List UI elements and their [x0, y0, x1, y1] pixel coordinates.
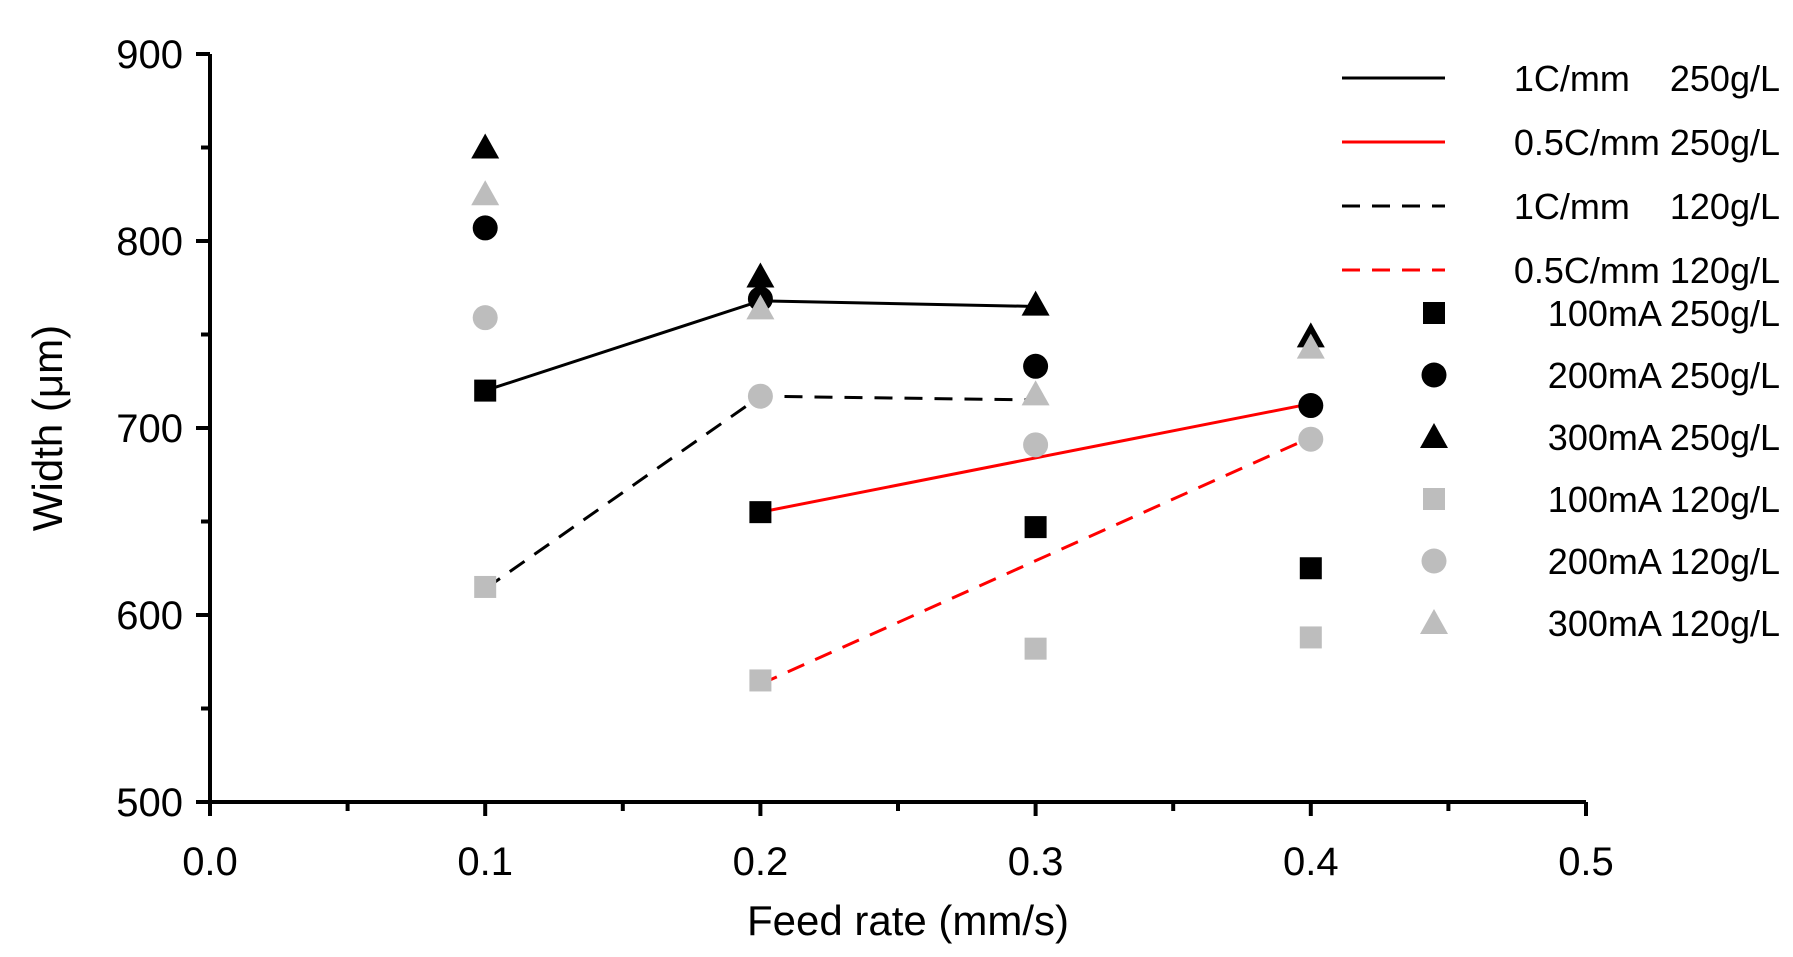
- data-point-circle: [1298, 393, 1324, 419]
- x-tick-label: 0.3: [1008, 840, 1064, 884]
- legend-marker-triangle: [1420, 423, 1448, 448]
- line-series-group: [484, 299, 1312, 686]
- x-ticks: 0.0 0.1 0.2 0.3 0.4 0.5: [182, 802, 1614, 884]
- y-ticks: 500 600 700 800 900: [116, 33, 210, 825]
- line-series-2: [760, 402, 1312, 514]
- legend-marker-square: [1423, 302, 1445, 324]
- x-axis-title: Feed rate (mm/s): [747, 897, 1069, 944]
- data-point-circle: [1298, 426, 1324, 452]
- legend-label: 200mA 120g/L: [1548, 541, 1780, 582]
- data-point-triangle: [746, 262, 775, 288]
- legend-label: 0.5C/mm 120g/L: [1514, 250, 1780, 291]
- data-point-triangle: [1021, 290, 1050, 316]
- x-tick-label: 0.4: [1283, 840, 1339, 884]
- y-axis-title: Width (μm): [24, 325, 71, 531]
- data-point-square: [1299, 557, 1322, 580]
- y-tick-label: 800: [116, 220, 183, 264]
- data-point-square: [1299, 626, 1322, 649]
- y-tick-label: 900: [116, 33, 183, 77]
- legend-label: 300mA 250g/L: [1548, 417, 1780, 458]
- data-point-square: [749, 669, 772, 692]
- data-point-square: [1024, 637, 1047, 660]
- data-point-square: [1024, 516, 1047, 539]
- legend-label: 1C/mm 120g/L: [1514, 186, 1780, 227]
- x-tick-label: 0.0: [182, 840, 238, 884]
- line-series-4: [759, 435, 1312, 686]
- y-tick-label: 600: [116, 594, 183, 638]
- point-series-group: [471, 133, 1325, 692]
- data-point-square: [474, 379, 497, 402]
- data-point-circle: [747, 383, 773, 409]
- axes: 0.0 0.1 0.2 0.3 0.4 0.5 500 600 700 800 900: [116, 33, 1614, 884]
- x-tick-label: 0.2: [733, 840, 789, 884]
- legend: 1C/mm 250g/L 0.5C/mm 250g/L 1C/mm 120g/L 0.…: [1342, 58, 1780, 644]
- data-point-triangle: [1296, 333, 1325, 359]
- y-tick-label: 500: [116, 781, 183, 825]
- data-point-square: [474, 575, 497, 598]
- legend-marker-square: [1423, 488, 1445, 510]
- legend-label: 100mA 120g/L: [1548, 479, 1780, 520]
- legend-marker-circle: [1421, 548, 1447, 574]
- data-point-circle: [472, 305, 498, 331]
- data-point-triangle: [1021, 380, 1050, 406]
- legend-label: 0.5C/mm 250g/L: [1514, 122, 1780, 163]
- y-tick-label: 700: [116, 407, 183, 451]
- data-point-circle: [472, 215, 498, 241]
- legend-marker-circle: [1421, 362, 1447, 388]
- data-point-triangle: [746, 294, 775, 320]
- legend-label: 1C/mm 250g/L: [1514, 58, 1780, 99]
- data-point-circle: [1023, 353, 1049, 379]
- data-point-triangle: [471, 133, 500, 159]
- data-point-triangle: [471, 180, 500, 206]
- line-series-3: [484, 394, 1036, 591]
- data-point-square: [749, 501, 772, 524]
- legend-label: 100mA 250g/L: [1548, 293, 1780, 334]
- legend-label: 200mA 250g/L: [1548, 355, 1780, 396]
- data-point-circle: [1023, 432, 1049, 458]
- x-tick-label: 0.5: [1558, 840, 1614, 884]
- x-tick-label: 0.1: [457, 840, 513, 884]
- legend-marker-triangle: [1420, 609, 1448, 634]
- legend-label: 300mA 120g/L: [1548, 603, 1780, 644]
